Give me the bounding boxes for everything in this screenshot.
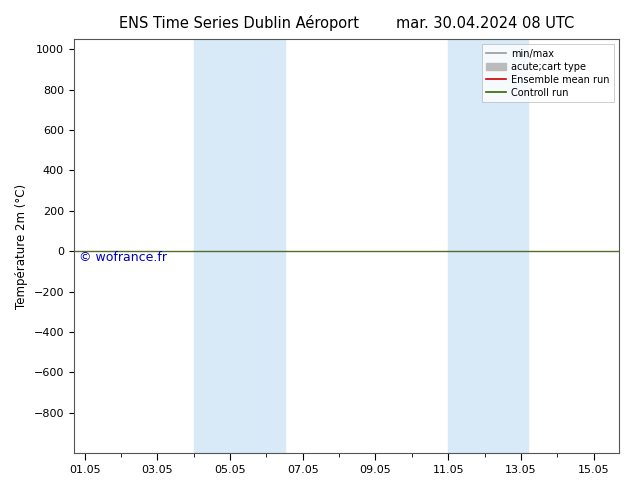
Text: © wofrance.fr: © wofrance.fr [79, 251, 167, 264]
Bar [448, 39, 528, 453]
Bar [194, 39, 285, 453]
Legend: min/max, acute;cart type, Ensemble mean run, Controll run: min/max, acute;cart type, Ensemble mean … [482, 44, 614, 102]
Y-axis label: Température 2m (°C): Température 2m (°C) [15, 184, 28, 309]
Title: ENS Time Series Dublin Aéroport        mar. 30.04.2024 08 UTC: ENS Time Series Dublin Aéroport mar. 30.… [119, 15, 574, 31]
